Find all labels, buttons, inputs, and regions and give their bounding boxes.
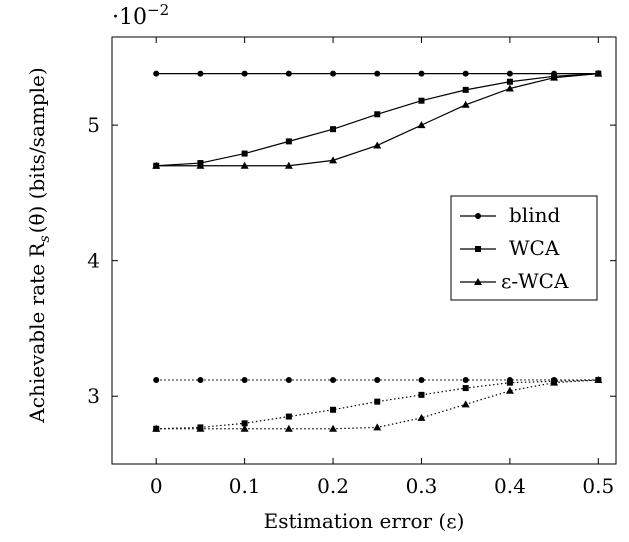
point-circle: [330, 70, 337, 77]
point-square: [462, 385, 469, 392]
point-square: [506, 379, 513, 386]
y-tick-label: 3: [87, 384, 100, 408]
point-triangle: [373, 141, 382, 149]
point-circle: [153, 70, 160, 77]
point-circle: [197, 376, 204, 383]
point-circle: [241, 376, 248, 383]
point-triangle: [417, 121, 426, 129]
plot-frame: [111, 36, 617, 465]
y-scale-exponent: −2: [147, 1, 169, 19]
point-circle: [285, 376, 292, 383]
point-square: [285, 413, 292, 420]
point-triangle: [550, 378, 559, 386]
point-triangle: [152, 424, 161, 432]
point-circle: [462, 70, 469, 77]
point-square: [374, 398, 381, 405]
point-triangle: [329, 424, 338, 432]
point-square: [285, 138, 292, 145]
point-square: [418, 97, 425, 104]
y-axis-label: Achievable rate Rs (θ) (bits/sample): [25, 67, 53, 423]
y-scale-prefix: ·10: [112, 5, 147, 30]
x-tick-label: 0.3: [406, 474, 438, 498]
series-line-1: [156, 73, 599, 167]
point-triangle: [461, 100, 470, 108]
series-2: [152, 69, 603, 169]
legend-marker-circle: [475, 213, 481, 219]
point-square: [506, 78, 513, 85]
point-triangle: [152, 161, 161, 169]
x-axis-label: Estimation error (ε): [264, 509, 465, 533]
point-square: [462, 86, 469, 93]
y-tick-label: 5: [87, 113, 100, 137]
x-tick-label: 0.4: [494, 474, 526, 498]
point-circle: [153, 376, 160, 383]
legend-entry-wca: WCA: [460, 236, 560, 260]
legend-label-epsilon-wca: ε-WCA: [501, 269, 569, 293]
point-square: [330, 126, 337, 133]
point-circle: [241, 70, 248, 77]
x-tick-label: 0.2: [317, 474, 349, 498]
point-triangle: [594, 375, 603, 383]
series-0: [153, 70, 602, 77]
series-layer: [152, 69, 603, 432]
point-square: [330, 406, 337, 413]
point-triangle: [594, 69, 603, 77]
point-triangle: [240, 424, 249, 432]
point-square: [418, 391, 425, 398]
series-5: [152, 375, 603, 432]
point-triangle: [505, 386, 514, 394]
legend-entry-blind: blind: [460, 203, 560, 227]
point-triangle: [284, 424, 293, 432]
point-circle: [462, 376, 469, 383]
point-triangle: [505, 84, 514, 92]
y-axis-label-sub: s: [37, 235, 53, 242]
point-triangle: [329, 156, 338, 164]
legend-label-blind: blind: [509, 203, 560, 227]
point-circle: [330, 376, 337, 383]
point-circle: [285, 70, 292, 77]
point-triangle: [461, 400, 470, 408]
point-triangle: [196, 424, 205, 432]
x-tick-label: 0: [150, 474, 163, 498]
point-circle: [506, 70, 513, 77]
y-scale-annotation: ·10−2: [112, 1, 169, 30]
point-circle: [197, 70, 204, 77]
x-tick-label: 0.1: [229, 474, 261, 498]
legend-entry-epsilon-wca: ε-WCA: [460, 269, 569, 293]
axis-ticks: 0 0.1 0.2 0.3 0.4 0.5 3 4 5: [87, 37, 616, 498]
legend-marker-square: [475, 246, 481, 252]
y-axis-label-main: Achievable rate R: [25, 242, 49, 424]
series-1: [153, 70, 602, 169]
point-triangle: [284, 161, 293, 169]
legend: blind WCA ε-WCA: [450, 195, 598, 301]
point-triangle: [550, 73, 559, 81]
y-axis-label-tail: (θ) (bits/sample): [25, 67, 49, 233]
point-circle: [374, 70, 381, 77]
point-square: [241, 150, 248, 157]
point-circle: [418, 70, 425, 77]
plot-area: [111, 36, 617, 465]
x-tick-label: 0.5: [582, 474, 614, 498]
legend-label-wca: WCA: [509, 236, 560, 260]
point-triangle: [417, 413, 426, 421]
series-line-2: [156, 73, 599, 167]
point-square: [374, 111, 381, 118]
y-tick-label: 4: [87, 249, 100, 273]
point-triangle: [196, 161, 205, 169]
point-square: [241, 420, 248, 427]
point-triangle: [373, 423, 382, 431]
point-circle: [418, 376, 425, 383]
legend-marker-triangle: [474, 278, 482, 285]
point-circle: [374, 376, 381, 383]
point-triangle: [240, 161, 249, 169]
